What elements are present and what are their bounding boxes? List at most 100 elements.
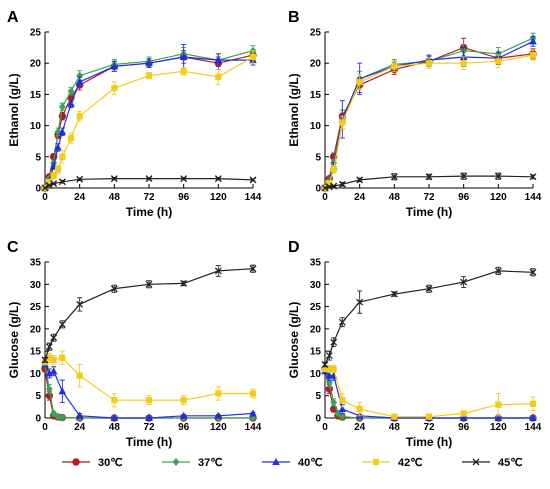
series-line xyxy=(324,270,534,365)
data-point xyxy=(76,71,84,80)
y-axis-title: Glucose (g/L) xyxy=(287,302,301,379)
legend-item: 42℃ xyxy=(362,457,423,469)
data-point xyxy=(214,267,222,275)
data-point xyxy=(76,300,84,308)
data-point xyxy=(356,78,363,86)
data-point xyxy=(45,343,53,351)
x-tick-label: 144 xyxy=(525,192,542,203)
data-point xyxy=(46,354,53,361)
y-tick-label: 0 xyxy=(35,414,41,425)
y-tick-label: 30 xyxy=(310,280,322,291)
data-point xyxy=(45,385,53,394)
data-point xyxy=(390,290,398,298)
x-tick-label: 48 xyxy=(109,192,121,203)
data-point xyxy=(180,68,187,75)
data-point xyxy=(494,414,503,421)
data-point xyxy=(326,179,333,187)
data-point xyxy=(495,58,502,65)
data-point xyxy=(215,73,222,81)
data-point xyxy=(356,176,364,184)
data-point xyxy=(45,369,54,377)
x-tick-label: 0 xyxy=(322,422,328,433)
data-point xyxy=(249,53,257,61)
x-tick-label: 144 xyxy=(525,422,542,433)
data-point xyxy=(67,134,75,142)
data-point xyxy=(110,175,118,183)
x-axis-title: Time (h) xyxy=(406,205,452,219)
data-point xyxy=(49,367,58,375)
data-point xyxy=(529,173,537,181)
data-point xyxy=(76,113,83,120)
data-point xyxy=(214,175,222,183)
x-axis-title: Time (h) xyxy=(126,205,172,219)
y-tick-label: 35 xyxy=(310,258,322,269)
legend-marker xyxy=(372,458,380,466)
data-point xyxy=(54,166,62,173)
data-point xyxy=(145,175,153,183)
data-point xyxy=(179,52,188,60)
data-point xyxy=(326,365,333,373)
data-point xyxy=(330,166,337,173)
legend-label: 40℃ xyxy=(298,457,323,469)
x-tick-label: 24 xyxy=(74,422,86,433)
data-point xyxy=(67,99,75,107)
series-4 xyxy=(321,172,537,192)
series-line xyxy=(44,268,254,361)
data-point xyxy=(425,60,433,67)
x-tick-label: 0 xyxy=(42,192,48,203)
data-point xyxy=(76,175,84,183)
data-point xyxy=(179,411,188,419)
y-tick-label: 15 xyxy=(30,347,42,358)
series-line xyxy=(44,357,253,401)
legend-marker xyxy=(472,458,480,466)
y-tick-label: 10 xyxy=(310,369,322,380)
chart-panel-d: D 0 24 48 72 96 120 144 0 5 10 15 20 25 30 35 Time (h) Gl… xyxy=(287,239,542,449)
data-point xyxy=(180,279,188,287)
data-point xyxy=(529,51,537,59)
chart-panel-a: A 0 24 48 72 96 120 144 0 5 10 15 20 25 Time (h) Ethano… xyxy=(7,9,262,219)
data-point xyxy=(459,414,468,421)
legend-label: 30℃ xyxy=(98,457,123,469)
x-tick-label: 24 xyxy=(354,422,366,433)
series-0 xyxy=(41,49,257,192)
data-point xyxy=(59,354,66,361)
data-point xyxy=(460,172,468,180)
data-point xyxy=(425,413,433,420)
x-tick-label: 72 xyxy=(143,192,155,203)
data-point xyxy=(50,409,58,418)
series-2 xyxy=(41,44,257,191)
data-point xyxy=(529,37,537,45)
x-tick-label: 120 xyxy=(210,422,227,433)
data-point xyxy=(460,60,467,67)
x-tick-label: 144 xyxy=(245,422,262,433)
data-point xyxy=(111,85,118,92)
data-point xyxy=(110,414,119,421)
data-point xyxy=(459,52,468,60)
panel-letter: C xyxy=(7,239,19,256)
series-3 xyxy=(321,49,537,192)
data-point xyxy=(390,173,398,181)
data-point xyxy=(180,175,188,183)
data-point xyxy=(110,62,119,70)
y-axis-title: Ethanol (g/L) xyxy=(7,73,21,146)
y-tick-label: 15 xyxy=(310,90,322,101)
y-tick-label: 10 xyxy=(30,369,42,380)
y-tick-label: 25 xyxy=(30,302,42,313)
data-point xyxy=(46,178,53,185)
data-point xyxy=(391,413,398,420)
x-tick-label: 72 xyxy=(423,422,435,433)
series-4 xyxy=(321,266,537,368)
data-point xyxy=(145,72,153,79)
x-tick-label: 0 xyxy=(322,192,328,203)
data-point xyxy=(50,356,57,364)
series-4 xyxy=(41,264,257,364)
legend-item: 30℃ xyxy=(62,457,123,469)
data-point xyxy=(321,365,329,373)
data-point xyxy=(330,338,338,346)
data-point xyxy=(249,265,257,273)
y-tick-label: 10 xyxy=(30,121,42,132)
chart-panel-b: B 0 24 48 72 96 120 144 0 5 10 15 20 25 Time (h) Ethano… xyxy=(287,9,542,219)
x-tick-label: 96 xyxy=(178,192,190,203)
legend-item: 40℃ xyxy=(262,457,323,469)
legend-item: 45℃ xyxy=(462,457,523,469)
